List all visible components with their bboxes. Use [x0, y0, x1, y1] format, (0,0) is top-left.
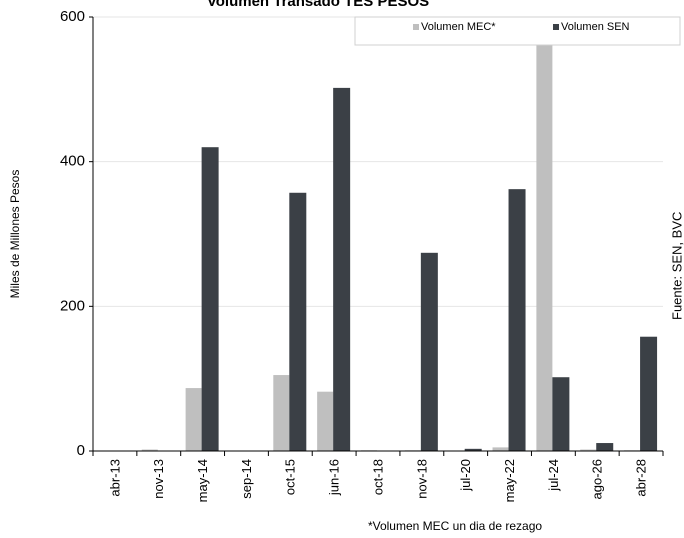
x-tick-label: may-22 — [502, 459, 517, 502]
legend-label: Volumen MEC* — [421, 21, 496, 33]
legend: Volumen MEC* Volumen SEN — [354, 16, 681, 46]
chart-title: Volumen Transado TES PESOS — [207, 0, 429, 10]
bar — [201, 147, 219, 451]
bar — [640, 336, 658, 451]
y-tick-label: 200 — [60, 297, 85, 314]
bar — [141, 449, 158, 451]
legend-swatch — [553, 24, 559, 30]
x-tick-label: jun-16 — [327, 459, 342, 496]
legend-swatch — [413, 24, 419, 30]
footnote: *Volumen MEC un dia de rezago — [368, 519, 542, 533]
bar — [492, 447, 509, 451]
bar — [333, 87, 351, 452]
y-axis-title: Miles de Millones Pesos — [8, 170, 22, 299]
legend-box — [354, 16, 681, 46]
bar — [185, 388, 202, 451]
x-tick-label: jul-20 — [458, 459, 473, 492]
legend-label: Volumen SEN — [561, 21, 630, 33]
bar — [420, 252, 438, 451]
x-tick-label: ago-26 — [590, 459, 605, 499]
bar — [289, 192, 307, 451]
y-tick-label: 0 — [77, 442, 85, 459]
x-tick-label: nov-18 — [414, 459, 429, 499]
bar — [552, 377, 570, 451]
axes: 0 200 400 600 abr-13 nov-13 may-14 sep-14 oct-15… — [60, 8, 664, 502]
x-tick-label: sep-14 — [239, 459, 254, 499]
bar — [580, 449, 597, 451]
bar — [596, 443, 614, 451]
bars — [141, 17, 658, 452]
x-tick-label: abr-28 — [634, 459, 649, 497]
x-tick-label: oct-15 — [283, 459, 298, 495]
x-tick-label: may-14 — [195, 459, 210, 502]
bar — [536, 17, 553, 451]
y-tick-label: 600 — [60, 8, 85, 25]
x-tick-label: abr-13 — [107, 459, 122, 497]
x-tick-label: oct-18 — [370, 459, 385, 495]
x-tick-label: jul-24 — [546, 459, 561, 492]
bar — [508, 189, 526, 452]
bar — [317, 391, 334, 451]
y-tick-label: 400 — [60, 153, 85, 170]
bar — [464, 448, 482, 451]
x-tick-label: nov-13 — [151, 459, 166, 499]
grid — [93, 16, 663, 452]
bar — [273, 375, 290, 451]
source-note: Fuente: SEN, BVC — [669, 212, 684, 320]
